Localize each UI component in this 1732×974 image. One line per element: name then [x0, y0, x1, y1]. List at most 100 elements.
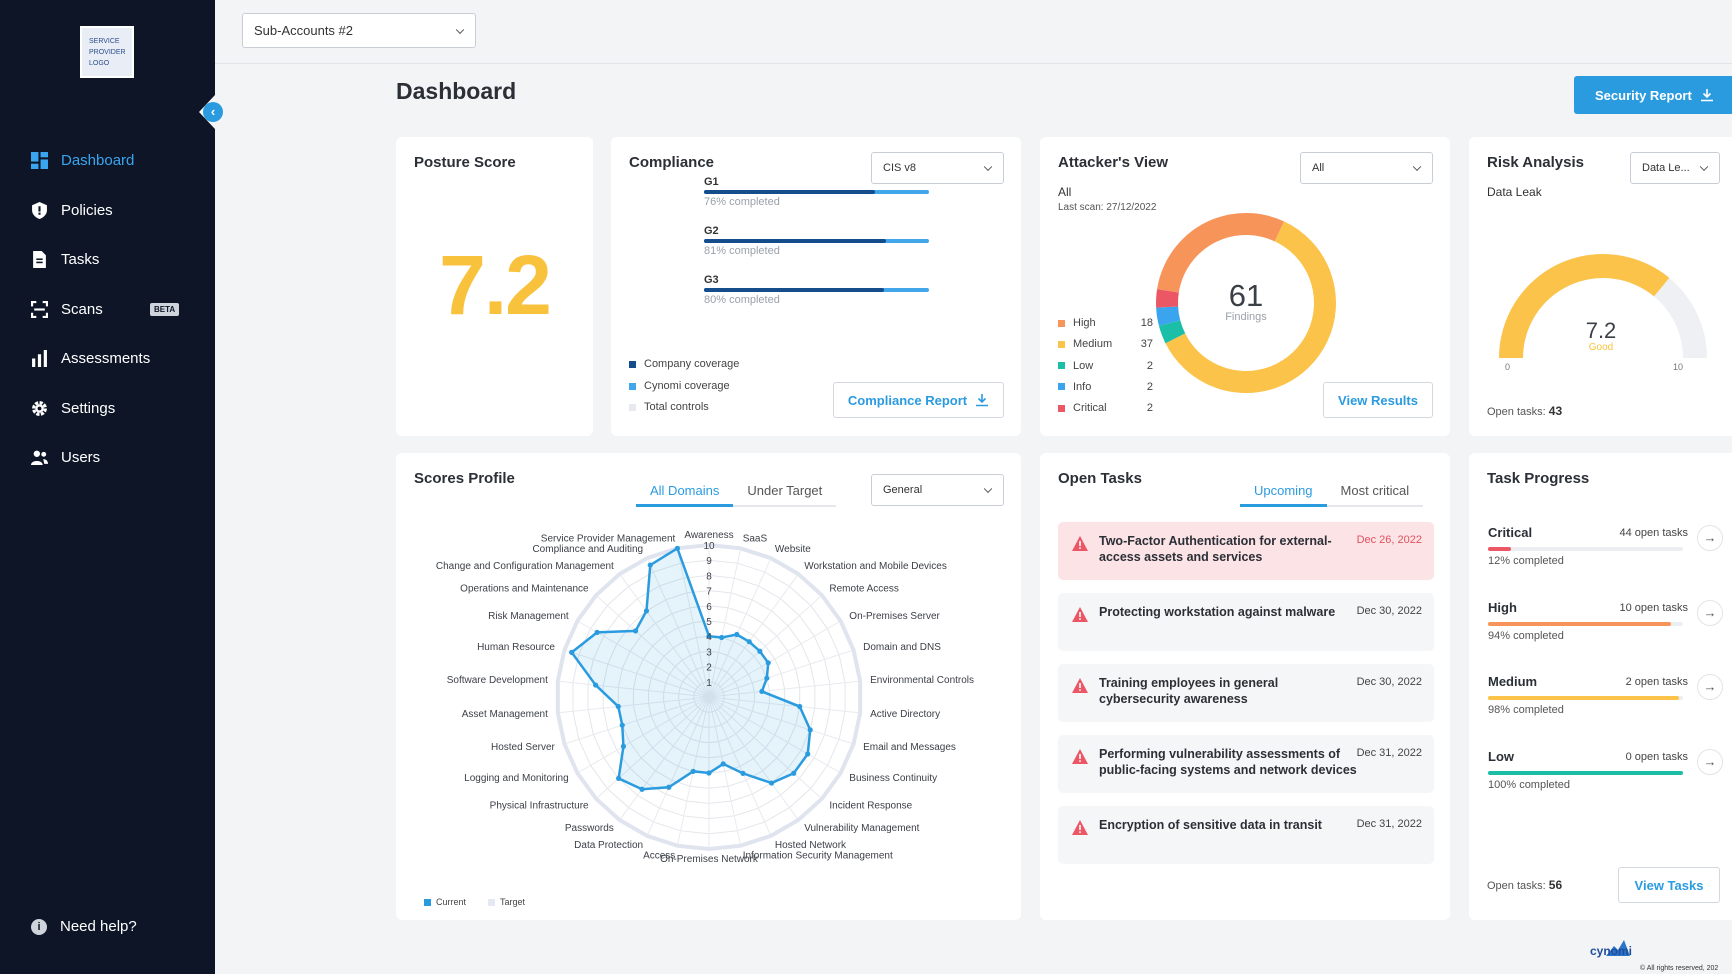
legend-label: Total controls: [644, 401, 709, 413]
tab-all-domains[interactable]: All Domains: [636, 483, 734, 507]
task-date: Dec 31, 2022: [1356, 818, 1422, 830]
sidebar-item-users[interactable]: Users: [0, 433, 215, 483]
legend-swatch: [1058, 383, 1065, 391]
findings-level-name: Critical: [1073, 402, 1107, 415]
risk-score-value: 7.2: [1585, 318, 1617, 343]
radar-point-current: [690, 768, 696, 774]
radar-point-current: [632, 628, 639, 634]
info-icon: i: [31, 918, 47, 935]
legend-current: Current: [424, 897, 466, 907]
risk-open-tasks: Open tasks: 43: [1487, 404, 1562, 418]
findings-total-label: Findings: [1225, 311, 1267, 323]
radar-spoke: [708, 696, 861, 714]
attackers-view-filter[interactable]: All: [1300, 152, 1433, 184]
radar-spoke: [708, 594, 823, 698]
radar-category-label: Environmental Controls: [870, 675, 974, 686]
arrow-right-icon[interactable]: →: [1697, 674, 1723, 700]
radar-category-label: Service Provider Management: [541, 534, 676, 545]
bar-chart-icon: [32, 350, 47, 368]
task-title: Two-Factor Authentication for external-a…: [1099, 534, 1332, 564]
progress-completed: 98% completed: [1488, 704, 1564, 716]
task-date: Dec 30, 2022: [1356, 676, 1422, 688]
radar-point-current: [643, 608, 650, 614]
radar-category-label: Website: [775, 544, 811, 555]
radar-point-current: [615, 703, 621, 710]
task-item[interactable]: Two-Factor Authentication for external-a…: [1058, 522, 1434, 580]
tab-under-target[interactable]: Under Target: [733, 483, 837, 507]
view-tasks-button[interactable]: View Tasks: [1618, 867, 1720, 903]
scores-profile-filter[interactable]: General: [871, 474, 1004, 506]
gauge-min-label: 0: [1505, 362, 1511, 372]
collapse-sidebar-button[interactable]: ‹: [203, 102, 223, 122]
radar-point-current: [791, 770, 797, 776]
compliance-group-completed: 80% completed: [704, 294, 780, 306]
sidebar-item-settings[interactable]: Settings: [0, 384, 215, 434]
compliance-report-label: Compliance Report: [847, 392, 968, 408]
radar-point-current: [805, 751, 811, 757]
legend-cynomi-coverage: Cynomi coverage: [629, 380, 730, 392]
radar-point-current: [647, 562, 653, 568]
sidebar-item-assessments[interactable]: Assessments: [0, 334, 215, 384]
radar-point-current: [619, 722, 625, 728]
gauge-max-label: 10: [1673, 362, 1684, 372]
radar-spoke: [708, 548, 742, 698]
radar-spoke: [708, 649, 854, 698]
donut-slice-high: [1156, 213, 1336, 393]
warning-icon: [1072, 607, 1088, 622]
radar-point-current: [759, 688, 765, 695]
sub-account-select[interactable]: Sub-Accounts #2: [242, 13, 476, 48]
radar-category-label: Hosted Server: [491, 742, 556, 753]
risk-gauge: [1499, 254, 1707, 358]
task-item[interactable]: Protecting workstation against malware De…: [1058, 593, 1434, 651]
need-help-link[interactable]: i Need help?: [31, 918, 137, 935]
radar-point-current: [740, 770, 746, 776]
legend-label: Current: [436, 897, 467, 907]
radar-category-label: Operations and Maintenance: [460, 584, 589, 595]
compliance-bar-fill: [704, 190, 875, 194]
open-tasks-title: Open Tasks: [1058, 470, 1142, 487]
download-icon: [976, 394, 989, 407]
radar-spoke: [595, 594, 710, 698]
task-item[interactable]: Training employees in general cybersecur…: [1058, 664, 1434, 722]
radar-series-target: [555, 542, 863, 852]
arrow-right-icon[interactable]: →: [1697, 525, 1723, 551]
radar-point-current: [674, 545, 680, 551]
legend-label: Cynomi coverage: [644, 380, 730, 392]
arrow-right-icon[interactable]: →: [1697, 599, 1723, 626]
radar-category-label: Logging and Monitoring: [464, 773, 569, 784]
radar-spoke: [564, 649, 710, 698]
radar-point-current: [594, 629, 600, 635]
legend-swatch: [1058, 362, 1065, 370]
security-report-button[interactable]: Security Report: [1574, 76, 1732, 114]
radar-category-label: Hosted Network: [775, 840, 847, 851]
tab-upcoming[interactable]: Upcoming: [1240, 483, 1327, 507]
copyright-text: © All rights reserved, 202: [1640, 965, 1719, 972]
task-item[interactable]: Encryption of sensitive data in transit D…: [1058, 806, 1434, 864]
arrow-right-icon[interactable]: →: [1697, 748, 1723, 775]
radar-category-label: Remote Access: [829, 584, 898, 595]
sidebar-item-scans[interactable]: Scans BETA: [0, 285, 215, 335]
sidebar-item-tasks[interactable]: Tasks: [0, 235, 215, 285]
chevron-down-icon: [1699, 162, 1709, 172]
sidebar-item-policies[interactable]: Policies: [0, 186, 215, 236]
compliance-group-label: G1: [704, 176, 719, 188]
compliance-report-button[interactable]: Compliance Report: [833, 382, 1004, 418]
risk-analysis-filter-value: Data Le...: [1642, 162, 1690, 174]
risk-analysis-filter[interactable]: Data Le...: [1630, 152, 1720, 184]
radar-category-label: SaaS: [743, 534, 768, 545]
compliance-framework-select[interactable]: CIS v8: [871, 152, 1004, 184]
view-results-button[interactable]: View Results: [1323, 382, 1433, 418]
grid-icon: [31, 152, 48, 170]
progress-name: Medium: [1488, 674, 1538, 689]
service-provider-logo: SERVICE PROVIDER LOGO: [80, 26, 134, 78]
radar-category-label: Email and Messages: [863, 742, 956, 753]
task-item[interactable]: Performing vulnerability assessments of …: [1058, 735, 1434, 793]
sub-account-value: Sub-Accounts #2: [254, 23, 354, 38]
radar-tick-label: 10: [703, 541, 715, 552]
radar-category-label: Incident Response: [829, 800, 912, 811]
tab-most-critical[interactable]: Most critical: [1326, 483, 1424, 507]
progress-track: [1488, 547, 1683, 551]
radar-point-current: [666, 784, 672, 790]
cynomi-logo-icon: [1606, 940, 1630, 956]
sidebar-item-dashboard[interactable]: Dashboard: [0, 136, 215, 186]
